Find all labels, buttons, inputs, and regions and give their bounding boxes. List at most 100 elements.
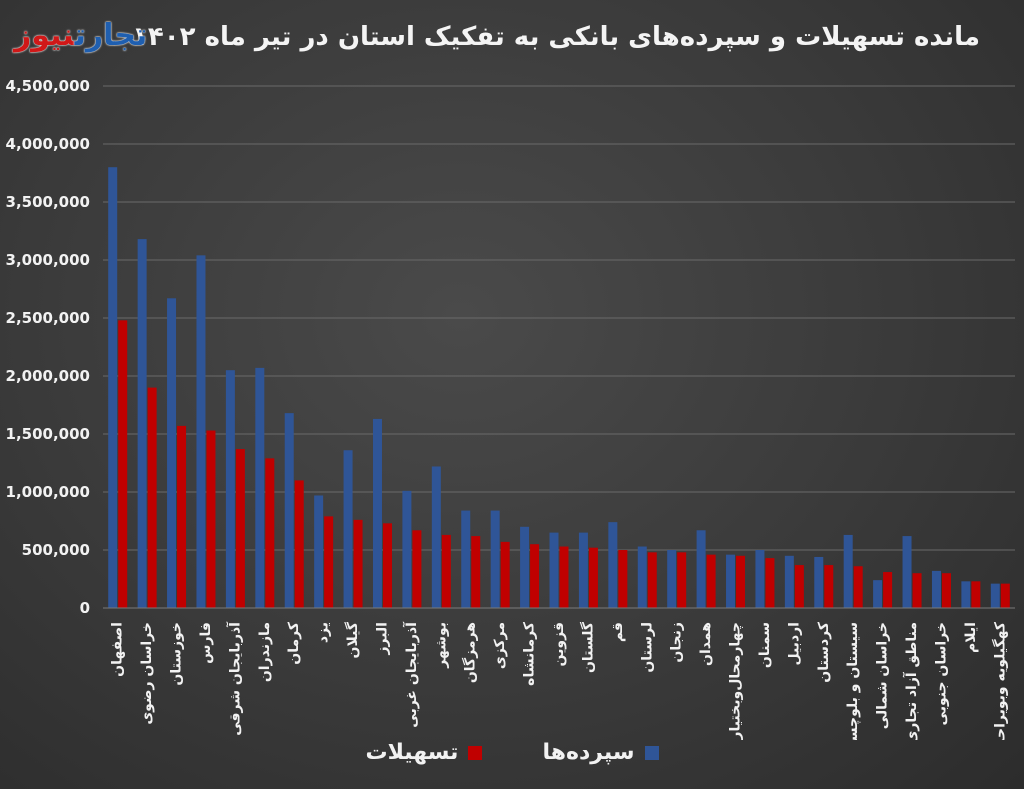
bar-deposits [696, 530, 706, 608]
bar-loans [412, 530, 422, 608]
bar-loans [382, 523, 392, 608]
x-category-label: خراسان رضوی [139, 622, 155, 725]
bar-deposits [784, 555, 794, 608]
x-category-label: کردستان [816, 621, 832, 683]
bar-loans [853, 566, 863, 608]
x-category-label: یزد [316, 622, 332, 643]
logo-text-part1: تجارت [74, 18, 148, 53]
x-category-label: زنجان [669, 622, 685, 663]
y-tick-label: 2,000,000 [6, 367, 90, 385]
bar-deposits [461, 510, 471, 608]
x-category-label: قم [610, 622, 626, 642]
x-category-label: مرکزی [492, 622, 508, 669]
bar-deposits [402, 490, 412, 608]
x-category-label: بوشهر [433, 622, 449, 669]
legend-label-loans: تسهیلات [365, 740, 459, 765]
bar-loans [324, 516, 334, 608]
bar-deposits [608, 522, 618, 608]
x-category-label: سمنان [757, 622, 773, 668]
bar-deposits [284, 413, 294, 608]
bar-deposits [873, 580, 883, 608]
bar-loans [941, 573, 951, 608]
bar-loans [500, 541, 510, 608]
bar-deposits [549, 532, 559, 608]
x-category-label: کرمان [286, 621, 302, 665]
bar-loans [353, 519, 363, 608]
bar-deposits [726, 554, 736, 608]
bar-loans [647, 552, 657, 608]
bar-loans [677, 552, 687, 608]
y-tick-label: 0 [80, 599, 90, 617]
bar-loans [206, 430, 216, 608]
bar-loans [118, 320, 128, 608]
bar-loans [971, 581, 981, 608]
bar-loans [736, 555, 746, 608]
x-category-label: چهارمحال‌وبختیاری [728, 622, 744, 740]
bar-deposits [196, 255, 206, 609]
bar-deposits [108, 167, 118, 608]
bar-deposits [490, 510, 500, 608]
x-category-label: فارس [198, 622, 214, 664]
bar-loans [794, 565, 804, 608]
bar-deposits [431, 466, 441, 608]
y-tick-label: 500,000 [22, 541, 90, 559]
bar-deposits [755, 550, 765, 608]
x-category-label: مازندران [257, 622, 273, 682]
legend-swatch-deposits [644, 745, 659, 760]
x-category-label: آذربایجان شرقی [225, 621, 243, 736]
y-tick-label: 2,500,000 [6, 309, 90, 327]
legend-label-deposits: سپرده‌ها [542, 740, 635, 765]
bar-loans [883, 572, 893, 608]
x-category-label: کرمانشاه [522, 621, 538, 686]
bar-deposits [637, 546, 647, 608]
bar-deposits [578, 532, 588, 608]
bar-deposits [990, 583, 1000, 608]
bar-loans [618, 550, 628, 608]
x-category-label: گیلان [344, 621, 361, 658]
x-category-label: لرستان [639, 622, 655, 673]
bar-deposits [343, 450, 353, 608]
bar-loans [177, 425, 187, 608]
bar-loans [265, 458, 275, 608]
bar-loans [1000, 583, 1010, 608]
bar-deposits [961, 581, 971, 608]
x-category-label: خراسان جنوبی [933, 622, 949, 725]
bar-deposits [520, 526, 530, 608]
logo-text-part2: نیوز [14, 18, 75, 53]
bar-deposits [255, 367, 265, 608]
bar-loans [441, 534, 451, 608]
bar-loans [471, 536, 481, 608]
bar-deposits [314, 495, 324, 608]
bar-deposits [372, 418, 382, 608]
bar-loans [912, 573, 922, 608]
x-category-label: خراسان شمالی [875, 622, 891, 729]
x-category-label: اردبیل [786, 622, 802, 666]
chart-legend: سپرده‌ها تسهیلات [0, 740, 1024, 765]
bar-loans [147, 387, 157, 608]
x-category-label: اصفهان [110, 622, 126, 677]
y-tick-label: 3,500,000 [6, 193, 90, 211]
x-category-label: البرز [374, 622, 390, 656]
legend-item-deposits: سپرده‌ها [542, 740, 659, 765]
bar-loans [706, 554, 716, 608]
chart-title: مانده تسهیلات و سپرده‌های بانکی به تفکیک… [132, 22, 980, 52]
brand-logo: تجارتنیوز [14, 18, 147, 53]
bar-loans [530, 544, 540, 608]
x-category-label: مناطق آزاد تجاری [902, 622, 920, 740]
x-category-label: کهگیلویه وبویراحمد [991, 621, 1008, 740]
bar-deposits [931, 570, 941, 608]
y-tick-label: 4,000,000 [6, 135, 90, 153]
bar-deposits [814, 556, 824, 608]
y-tick-label: 1,500,000 [6, 425, 90, 443]
y-tick-label: 1,000,000 [6, 483, 90, 501]
x-category-label: ایلام [963, 622, 979, 653]
x-category-label: هرمزگان [462, 622, 479, 683]
bar-deposits [225, 370, 235, 608]
bar-deposits [667, 550, 677, 608]
legend-item-loans: تسهیلات [365, 740, 483, 765]
x-category-label: سیستان و بلوچستان [845, 622, 861, 740]
x-category-label: همدان [698, 622, 714, 666]
bar-loans [824, 565, 834, 608]
bar-chart: 0 500,000 1,000,000 1,500,000 2,000,000 2,500… [6, 77, 1015, 740]
x-category-label: قزوین [551, 622, 567, 666]
